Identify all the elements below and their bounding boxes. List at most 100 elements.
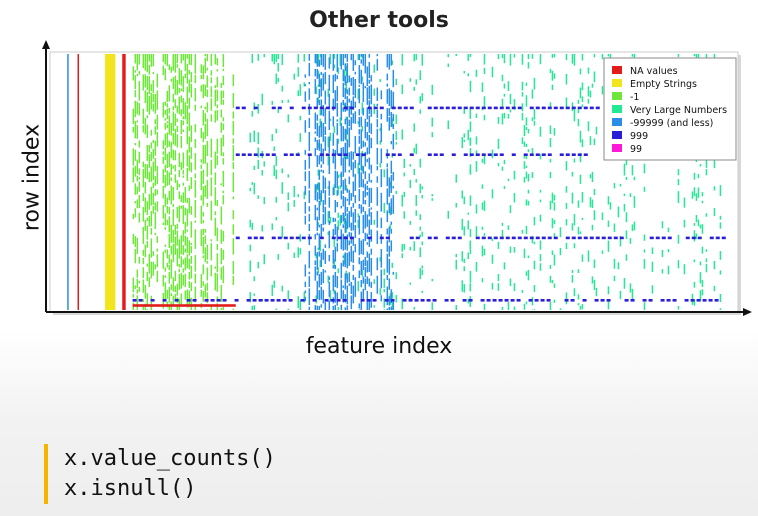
heatmap-cell — [316, 232, 319, 236]
heatmap-cell — [295, 153, 300, 156]
heatmap-cell — [328, 254, 331, 262]
heatmap-cell — [583, 236, 588, 240]
heatmap-cell — [697, 187, 700, 198]
heatmap-cell — [222, 158, 225, 165]
heatmap-cell — [539, 254, 542, 262]
heatmap-cell — [190, 177, 193, 190]
heatmap-cell — [138, 177, 141, 180]
heatmap-cell — [487, 236, 492, 240]
heatmap-cell — [322, 73, 325, 91]
heatmap-cell — [281, 285, 284, 292]
heatmap-cell — [719, 293, 722, 303]
heatmap-cell — [344, 54, 347, 59]
heatmap-cell — [304, 281, 307, 288]
heatmap-cell — [258, 299, 263, 302]
heatmap-cell — [469, 54, 472, 58]
heatmap-cell — [677, 54, 680, 57]
heatmap-cell — [594, 299, 599, 302]
heatmap-cell — [521, 137, 524, 144]
heatmap-cell — [271, 284, 274, 296]
heatmap-cell — [319, 79, 322, 88]
heatmap-cell — [343, 253, 346, 265]
heatmap-cell — [421, 269, 424, 276]
heatmap-cell — [146, 76, 149, 91]
heatmap-cell — [186, 86, 189, 104]
heatmap-cell — [539, 54, 542, 65]
heatmap-cell — [220, 308, 223, 310]
heatmap-cell — [318, 155, 321, 165]
heatmap-cell — [693, 187, 696, 197]
heatmap-cell — [421, 265, 424, 269]
heatmap-cell — [182, 76, 185, 93]
heatmap-cell — [178, 152, 181, 168]
heatmap-cell — [392, 271, 395, 275]
heatmap-cell — [324, 108, 327, 125]
heatmap-cell — [168, 107, 171, 114]
heatmap-cell — [328, 230, 331, 249]
heatmap-cell — [202, 291, 205, 302]
heatmap-cell — [392, 113, 395, 122]
heatmap-cell — [607, 220, 610, 227]
heatmap-cell — [421, 231, 424, 237]
heatmap-cell — [316, 207, 319, 211]
heatmap-cell — [232, 111, 235, 119]
heatmap-cell — [170, 78, 173, 82]
heatmap-cell — [320, 271, 323, 285]
heatmap-cell — [253, 293, 256, 296]
heatmap-cell — [350, 222, 353, 231]
heatmap-cell — [152, 251, 155, 256]
heatmap-cell — [194, 180, 197, 198]
heatmap-cell — [361, 126, 364, 132]
heatmap-cell — [376, 87, 379, 101]
heatmap-cell — [395, 78, 398, 86]
heatmap-cell — [156, 114, 159, 130]
heatmap-cell — [395, 114, 398, 124]
heatmap-cell — [136, 120, 139, 123]
heatmap-cell — [308, 213, 311, 222]
heatmap-cell — [376, 187, 379, 206]
heatmap-cell — [358, 88, 361, 104]
heatmap-cell — [304, 91, 307, 102]
heatmap-cell — [693, 299, 696, 306]
heatmap-cell — [148, 215, 151, 227]
heatmap-cell — [334, 150, 337, 170]
heatmap-cell — [162, 140, 165, 150]
heatmap-cell — [314, 68, 317, 77]
heatmap-cell — [275, 196, 278, 203]
heatmap-cell — [144, 181, 147, 194]
heatmap-cell — [415, 143, 418, 155]
heatmap-cell — [386, 253, 389, 273]
heatmap-cell — [463, 139, 466, 142]
heatmap-cell — [501, 54, 504, 59]
heatmap-cell — [316, 122, 319, 137]
heatmap-cell — [587, 121, 590, 132]
heatmap-cell — [503, 262, 506, 270]
heatmap-cell — [178, 68, 181, 85]
heatmap-cell — [352, 76, 355, 96]
heatmap-cell — [390, 300, 393, 304]
heatmap-cell — [186, 208, 189, 227]
heatmap-cell — [144, 74, 147, 88]
heatmap-cell — [690, 299, 695, 302]
heatmap-cell — [503, 186, 506, 189]
heatmap-cell — [553, 283, 556, 288]
heatmap-cell — [136, 175, 139, 182]
heatmap-cell — [419, 96, 422, 104]
heatmap-cell — [475, 204, 478, 214]
heatmap-cell — [360, 69, 363, 85]
heatmap-cell — [206, 67, 209, 71]
heatmap-cell — [695, 215, 698, 223]
heatmap-cell — [168, 151, 171, 168]
heatmap-cell — [701, 279, 704, 287]
heatmap-cell — [373, 279, 376, 284]
heatmap-cell — [451, 153, 456, 156]
heatmap-cell — [332, 54, 335, 71]
heatmap-cell — [315, 184, 318, 193]
heatmap-cell — [360, 54, 363, 57]
heatmap-cell — [318, 305, 321, 310]
heatmap-cell — [450, 299, 455, 302]
heatmap-cell — [402, 299, 407, 302]
heatmap-cell — [324, 299, 329, 302]
heatmap-cell — [172, 111, 175, 131]
heatmap-cell — [483, 67, 486, 75]
